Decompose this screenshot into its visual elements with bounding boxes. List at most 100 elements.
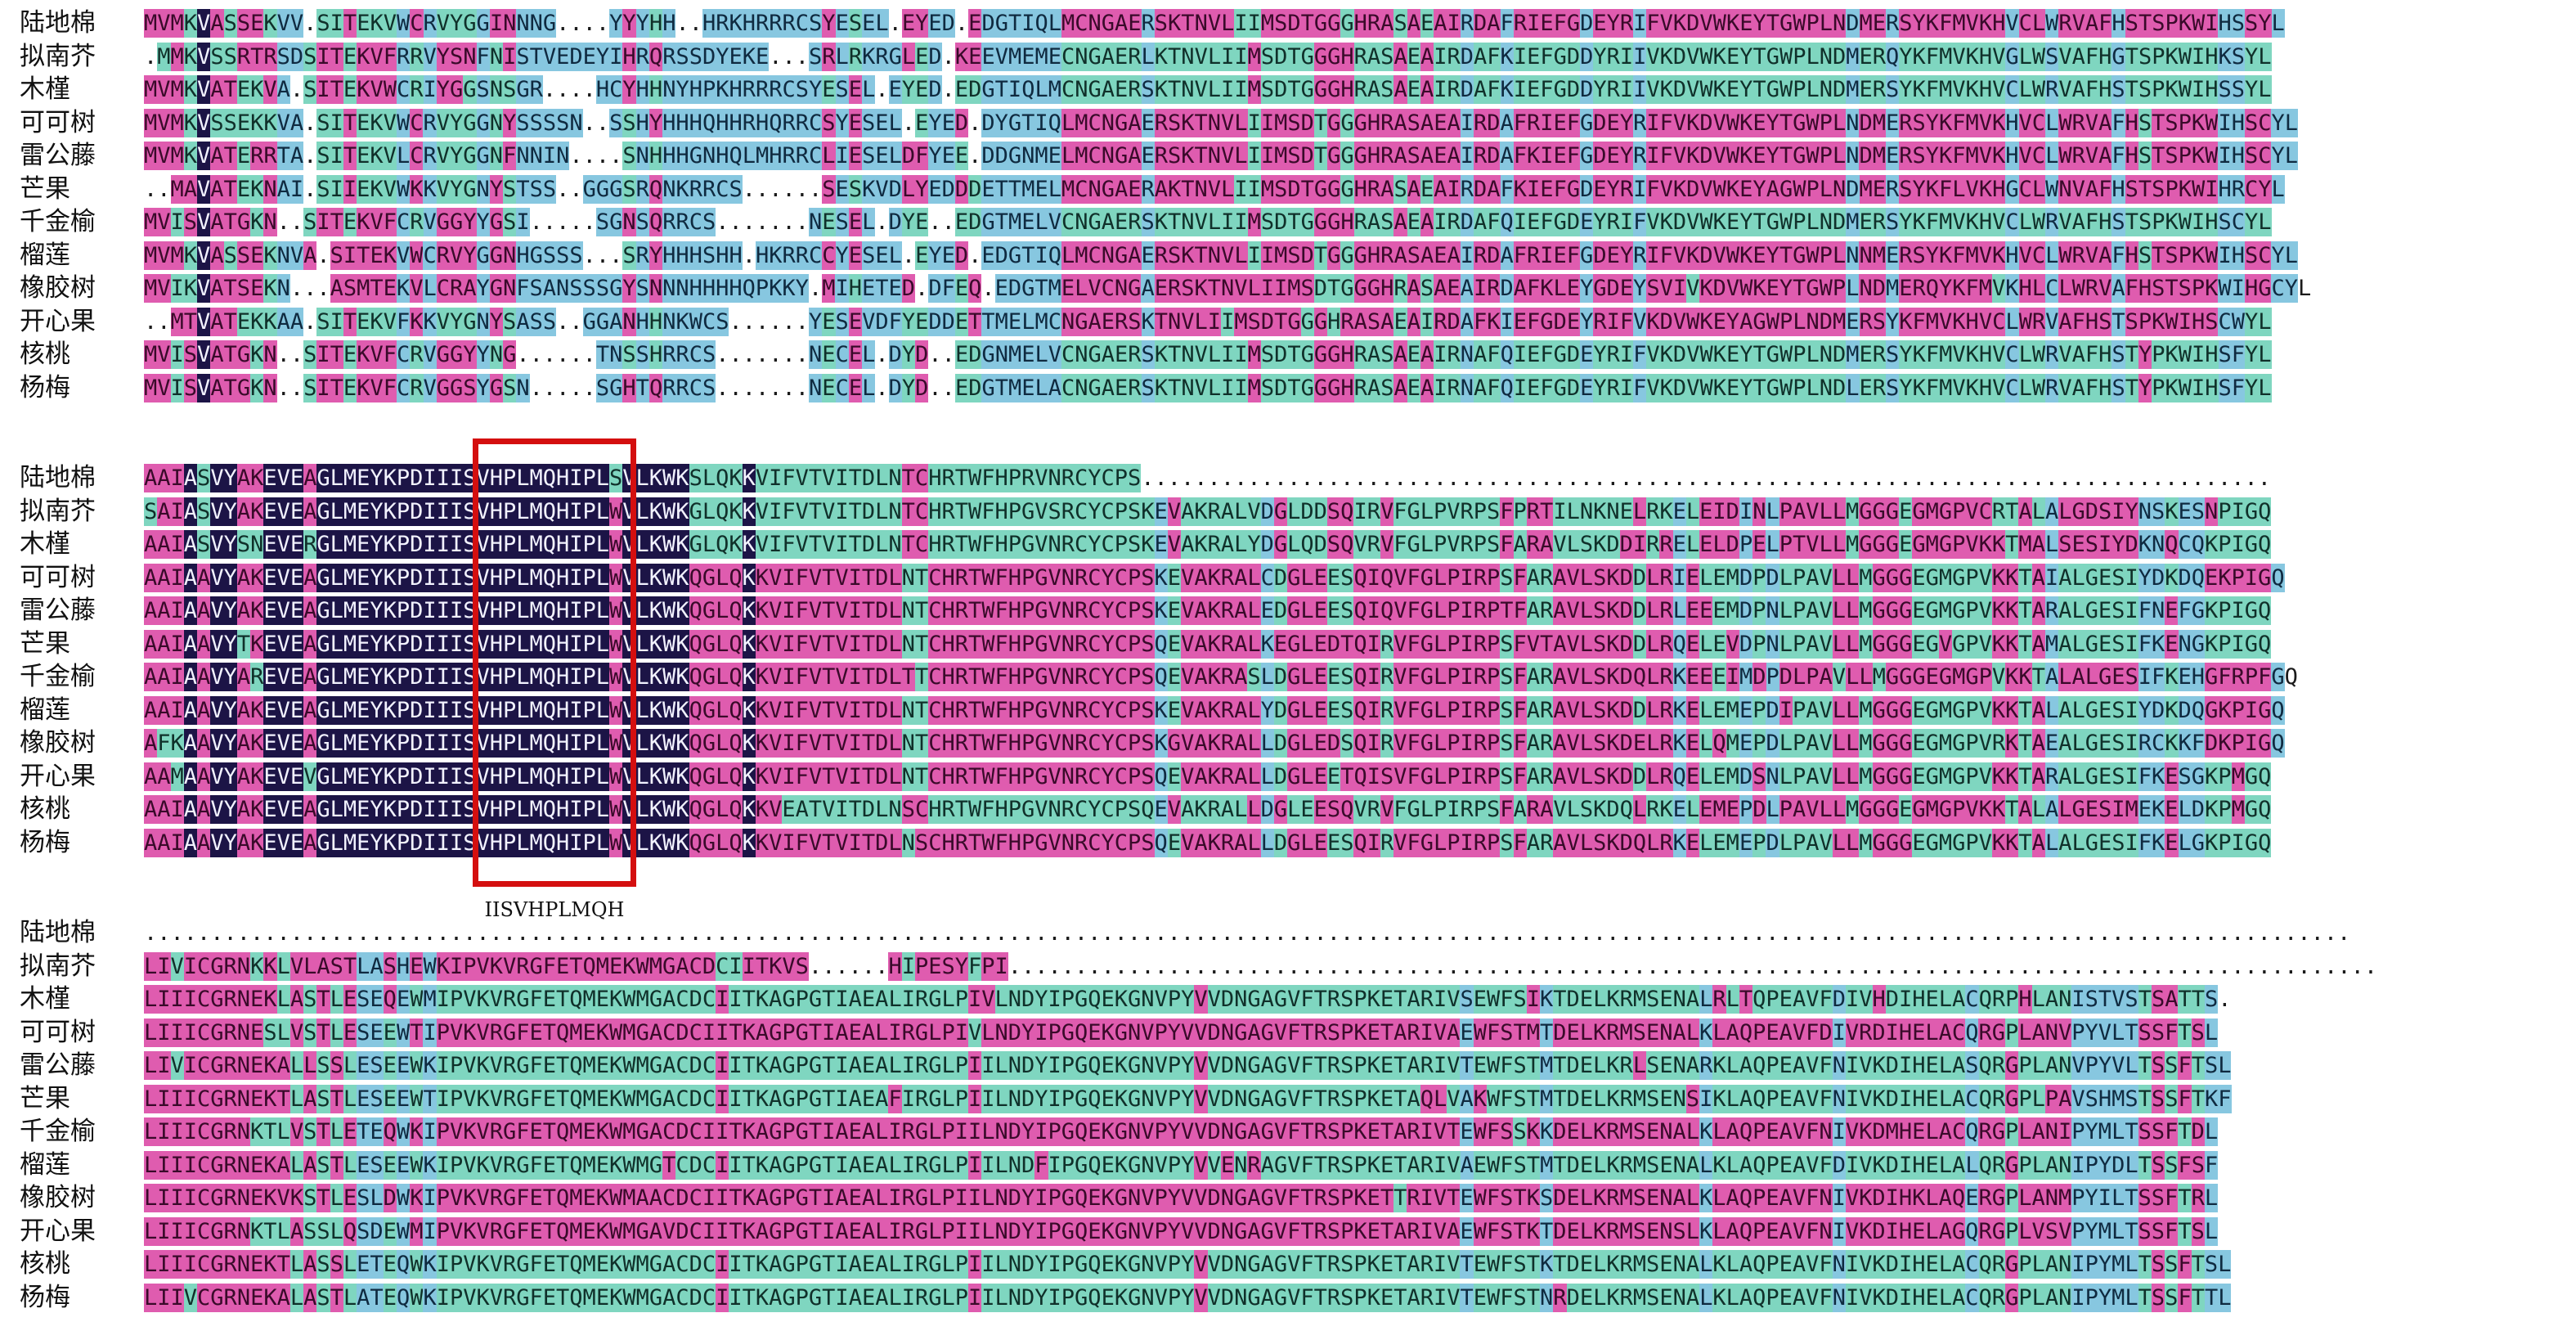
residue-run: IFVKDVWKEYTGWPL bbox=[1646, 108, 1847, 137]
residue-run: IEFGD bbox=[1513, 208, 1581, 236]
residue-run: Q bbox=[968, 274, 982, 303]
residue-run: D bbox=[1580, 75, 1594, 104]
residue-run: E bbox=[848, 142, 863, 170]
residue-run: IV bbox=[1845, 985, 1873, 1014]
residue-run: DF bbox=[901, 142, 929, 170]
residue-run: FG bbox=[2178, 596, 2205, 625]
residue-run: AA bbox=[276, 307, 304, 336]
residue-run: . bbox=[968, 110, 982, 136]
sequence-text: AAIASVYSNEVERGLMEYKPDIIISVHPLMQHIPLWVLKW… bbox=[144, 530, 2272, 559]
residue-run: LL bbox=[1832, 563, 1860, 592]
residue-run: EH bbox=[2178, 663, 2206, 691]
residue-run: LEM bbox=[1699, 762, 1739, 791]
residue-run: D bbox=[1739, 596, 1753, 625]
alignment-row: 拟南芥 .MMKVSSRTRSDSITEKVFRRVYSNFNISTVEDEYIH… bbox=[0, 40, 2576, 73]
residue-run: LY bbox=[901, 174, 929, 204]
residue-run: N bbox=[635, 142, 649, 170]
sequence-text: ..MTVATEKKAA.SITEKVFKKVYGNYSASS..GGANHHN… bbox=[144, 307, 2272, 336]
residue-run: CNGAER bbox=[1061, 340, 1142, 369]
residue-run: ITKAGPGTIAEALIRGLP bbox=[729, 1250, 968, 1279]
residue-run: S bbox=[503, 174, 517, 204]
alignment-row: 千金榆 AAIAAVYAREVEAGLMEYKPDIIISVHPLMQHIPLWV… bbox=[0, 660, 2576, 693]
residue-run: W bbox=[423, 951, 437, 981]
residue-run: I bbox=[1247, 142, 1261, 170]
residue-run: CHRTWFHPGVNRCYCPS bbox=[928, 563, 1155, 592]
residue-run: GGG bbox=[1859, 497, 1900, 526]
residue-run: L bbox=[1699, 1283, 1713, 1312]
residue-run: YKFMVKHV bbox=[1899, 340, 2006, 369]
residue-run: Q bbox=[1154, 663, 1168, 691]
residue-run: T bbox=[343, 9, 357, 38]
residue-run: A bbox=[1500, 108, 1514, 137]
residue-run: LG bbox=[2178, 828, 2206, 857]
residue-run: T bbox=[1313, 142, 1328, 170]
residue-run: E bbox=[1407, 42, 1420, 71]
residue-run: S bbox=[503, 373, 517, 402]
residue-run: LMCNGA bbox=[1061, 142, 1142, 170]
residue-run: ISTVS bbox=[2071, 985, 2138, 1014]
residue-run: M bbox=[1846, 497, 1860, 526]
residue-run: SI bbox=[316, 9, 343, 38]
residue-run: IR bbox=[1434, 340, 1461, 369]
residue-run: V bbox=[1167, 497, 1182, 526]
residue-run: N bbox=[1766, 629, 1779, 659]
residue-run: T bbox=[2018, 695, 2032, 725]
residue-run: K bbox=[1540, 985, 1554, 1014]
residue-run: KK bbox=[1991, 596, 2019, 625]
residue-run: . bbox=[303, 143, 317, 169]
species-label: 拟南芥 bbox=[20, 951, 96, 981]
residue-run: A bbox=[144, 729, 158, 758]
residue-run: R bbox=[1460, 174, 1474, 204]
residue-run: QI bbox=[1353, 828, 1380, 857]
residue-run: LPAV bbox=[1779, 729, 1833, 758]
residue-run: EVE bbox=[263, 596, 304, 625]
residue-run: . bbox=[289, 77, 304, 102]
residue-run: G bbox=[489, 208, 504, 236]
residue-run: L bbox=[862, 373, 876, 402]
residue-run: LEM bbox=[1699, 828, 1739, 857]
residue-run: AVLSKD bbox=[1553, 762, 1633, 791]
residue-run: GR bbox=[516, 75, 543, 104]
residue-run: K bbox=[410, 1117, 424, 1146]
residue-run: NGAERS bbox=[1061, 307, 1142, 336]
residue-run: P bbox=[1739, 795, 1753, 824]
residue-run: A bbox=[1393, 75, 1407, 104]
residue-run: SCHRTWFHPGVNRCYCPS bbox=[914, 828, 1155, 857]
residue-run: R bbox=[2191, 1184, 2205, 1212]
residue-run: FK bbox=[157, 729, 184, 758]
residue-run: NNIN bbox=[516, 142, 570, 170]
residue-run: S bbox=[835, 307, 849, 336]
residue-run: E bbox=[1154, 795, 1168, 824]
residue-run: IEFGD bbox=[1513, 340, 1581, 369]
residue-run: PKWIH bbox=[2152, 340, 2219, 369]
residue-run: T bbox=[343, 142, 357, 170]
residue-run: GHRASAEA bbox=[1353, 241, 1461, 270]
residue-run: NS bbox=[2138, 497, 2165, 526]
residue-run: ET bbox=[357, 1250, 384, 1279]
residue-run: K bbox=[423, 307, 437, 336]
residue-run: T bbox=[662, 1150, 676, 1180]
residue-run: KVF bbox=[357, 42, 397, 71]
residue-run: E bbox=[1965, 1184, 1979, 1212]
residue-run: PL bbox=[2018, 1084, 2045, 1113]
residue-run: C bbox=[822, 241, 836, 270]
residue-run: RSYKFMVK bbox=[1899, 142, 2006, 170]
residue-run: Q bbox=[2271, 563, 2285, 592]
residue-run: V bbox=[1832, 663, 1847, 691]
residue-run: IPYML bbox=[2071, 1250, 2138, 1279]
residue-run: E bbox=[1685, 695, 1700, 725]
residue-run: I bbox=[423, 1216, 437, 1246]
alignment-row: 千金榆 LIIICGRNKTLVSTLETEQWKIPVKVRGFETQMEKWM… bbox=[0, 1115, 2576, 1148]
residue-run: RD bbox=[1473, 241, 1501, 270]
residue-run: AAI bbox=[144, 828, 184, 857]
alignment-row: 芒果 AAIAAVYTKEVEAGLMEYKPDIIISVHPLMQHIPLWVL… bbox=[0, 627, 2576, 660]
residue-run: A bbox=[2031, 563, 2045, 592]
residue-run: K bbox=[263, 274, 277, 303]
residue-run: K bbox=[1141, 307, 1155, 336]
residue-run: RG bbox=[1978, 1018, 2005, 1047]
residue-run: RD bbox=[1434, 307, 1461, 336]
residue-run: S bbox=[2165, 1084, 2179, 1113]
residue-run: K bbox=[250, 629, 264, 659]
residue-run: SDTG bbox=[1260, 42, 1314, 71]
alignment-row: 可可树 AAIAAVYAKEVEAGLMEYKPDIIISVHPLMQHIPLWV… bbox=[0, 561, 2576, 594]
